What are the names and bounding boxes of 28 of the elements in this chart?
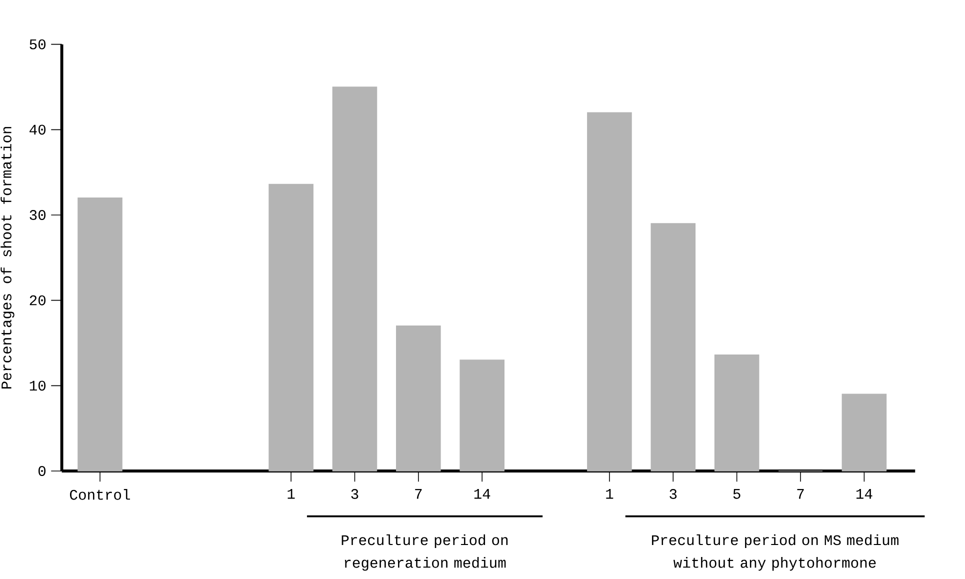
y-axis-title: Percentages of shoot formation — [0, 126, 14, 389]
bar — [714, 354, 760, 472]
text: Preculture period on MS medium without any phytohormone — [652, 534, 898, 571]
bar — [268, 184, 314, 472]
bar — [842, 394, 887, 472]
x-tick-label: Control — [70, 489, 130, 500]
x-tick-label: 3 — [670, 489, 677, 499]
bar — [650, 223, 696, 472]
x-tick-label: 5 — [733, 489, 740, 499]
bar — [396, 326, 441, 472]
y-tick-label: 10 — [30, 380, 46, 391]
y-tick-label: 0 — [38, 466, 46, 476]
y-tick-label: 40 — [30, 124, 46, 135]
x-tick-label: 1 — [288, 489, 295, 499]
x-tick-label: 14 — [856, 489, 872, 499]
bar — [460, 360, 504, 472]
y-tick-label: 30 — [30, 210, 46, 220]
bar — [332, 86, 378, 472]
x-tick-label: 14 — [474, 489, 490, 499]
bar — [78, 198, 122, 472]
x-tick-label: 3 — [351, 489, 358, 499]
y-tick-label: 20 — [30, 295, 46, 306]
x-tick-label: 7 — [415, 489, 422, 499]
bar — [587, 112, 632, 472]
text: Preculture period on regeneration medium — [342, 534, 508, 571]
x-tick-label: 7 — [797, 489, 804, 499]
y-tick-label: 50 — [30, 39, 46, 50]
x-tick-label: 1 — [606, 489, 614, 499]
